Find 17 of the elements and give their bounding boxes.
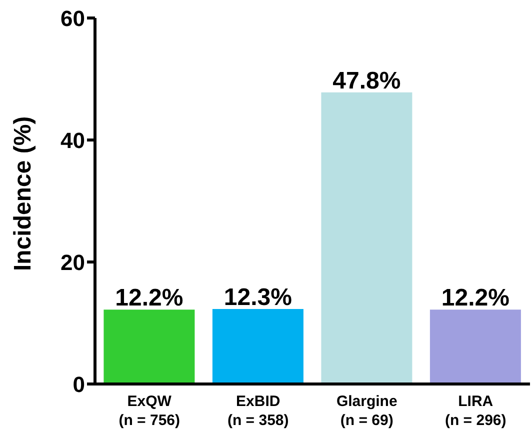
y-axis-title: Incidence (%) [10, 116, 37, 271]
data-label: 12.3% [224, 284, 292, 311]
x-tick-label: LIRA (n = 296) [444, 393, 506, 429]
x-tick-label: ExBID (n = 358) [227, 393, 289, 429]
bar [212, 308, 304, 384]
bar [430, 310, 521, 384]
y-tick-label: 60 [60, 6, 85, 31]
bar [104, 310, 195, 384]
data-label: 12.2% [441, 284, 510, 312]
bar [321, 92, 412, 384]
y-tick-label: 40 [60, 128, 85, 153]
y-tick-label: 0 [72, 372, 85, 397]
data-label: 12.2% [115, 284, 184, 312]
x-tick-label: ExQW (n = 756) [118, 393, 180, 429]
data-label: 47.8% [332, 67, 401, 94]
x-tick-label: Glargine (n = 69) [336, 393, 398, 429]
y-tick-label: 20 [60, 250, 85, 275]
